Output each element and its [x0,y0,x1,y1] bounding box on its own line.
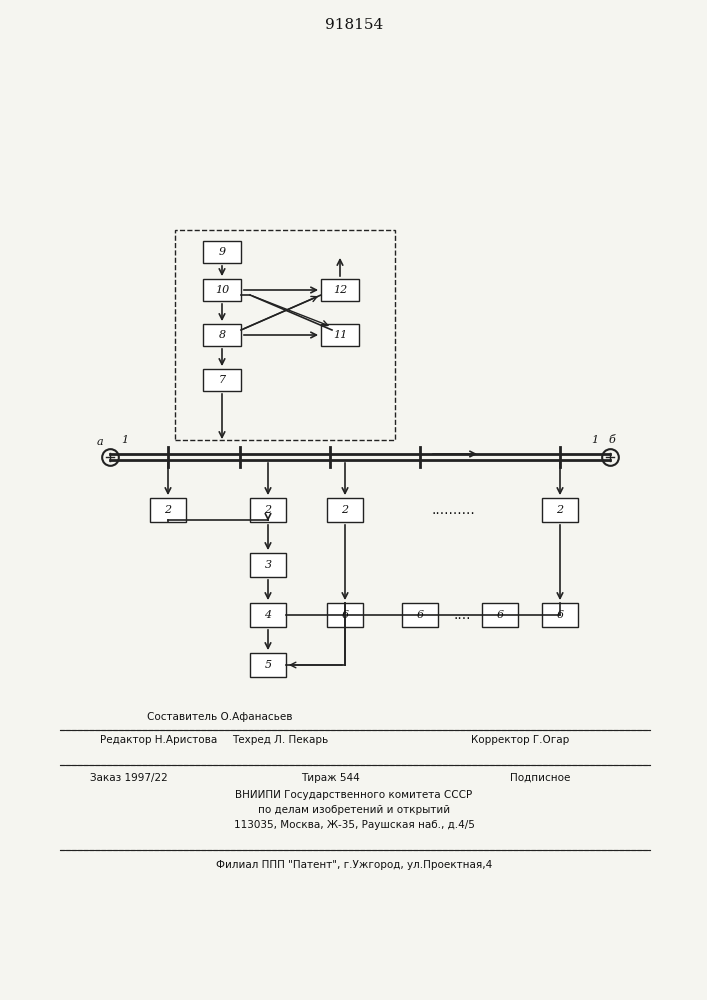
Text: 11: 11 [333,330,347,340]
Text: Редактор Н.Аристова: Редактор Н.Аристова [100,735,217,745]
Text: б: б [609,435,615,445]
Bar [250,603,286,627]
Text: 2: 2 [341,505,349,515]
Bar [542,498,578,522]
Text: 4: 4 [264,610,271,620]
Bar [203,241,241,263]
Text: а: а [97,437,103,447]
Text: Корректор Г.Огар: Корректор Г.Огар [471,735,569,745]
Bar [250,498,286,522]
Text: Техред Л. Пекарь: Техред Л. Пекарь [232,735,328,745]
Bar [402,603,438,627]
Bar [203,324,241,346]
Bar [327,603,363,627]
Bar [203,369,241,391]
Bar [150,498,186,522]
Bar [203,279,241,301]
Text: Филиал ППП "Патент", г.Ужгород, ул.Проектная,4: Филиал ППП "Патент", г.Ужгород, ул.Проек… [216,860,492,870]
Text: Тираж 544: Тираж 544 [300,773,359,783]
Text: ..........: .......... [431,503,475,517]
Text: 2: 2 [264,505,271,515]
Text: 1: 1 [122,435,129,445]
Text: 2: 2 [556,505,563,515]
Bar [250,653,286,677]
Text: 918154: 918154 [325,18,383,32]
Text: 6: 6 [416,610,423,620]
Bar [327,498,363,522]
Bar [321,324,359,346]
Text: ВНИИПИ Государственного комитета СССР: ВНИИПИ Государственного комитета СССР [235,790,472,800]
Bar [175,230,395,440]
Text: по делам изобретений и открытий: по делам изобретений и открытий [258,805,450,815]
Text: 113035, Москва, Ж-35, Раушская наб., д.4/5: 113035, Москва, Ж-35, Раушская наб., д.4… [233,820,474,830]
Text: 1: 1 [592,435,599,445]
Text: 2: 2 [165,505,172,515]
Text: 8: 8 [218,330,226,340]
Text: Заказ 1997/22: Заказ 1997/22 [90,773,168,783]
Text: Составитель О.Афанасьев: Составитель О.Афанасьев [147,712,293,722]
Text: 10: 10 [215,285,229,295]
Bar [482,603,518,627]
Text: 6: 6 [556,610,563,620]
Bar [321,279,359,301]
Text: Подписное: Подписное [510,773,570,783]
Text: 3: 3 [264,560,271,570]
Bar [542,603,578,627]
Text: 6: 6 [496,610,503,620]
Text: 5: 5 [264,660,271,670]
Text: ....: .... [453,608,471,622]
Text: 9: 9 [218,247,226,257]
Text: 12: 12 [333,285,347,295]
Bar [250,553,286,577]
Text: 6: 6 [341,610,349,620]
Text: 7: 7 [218,375,226,385]
